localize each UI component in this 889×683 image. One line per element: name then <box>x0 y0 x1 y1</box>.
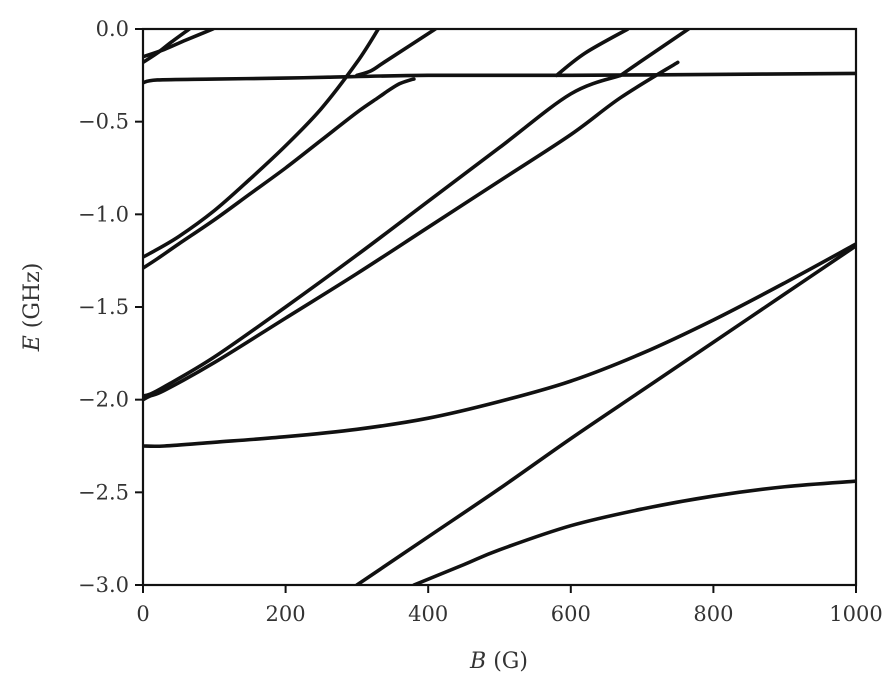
x-tick-label: 1000 <box>829 602 882 626</box>
energy-level-line-2 <box>143 29 192 65</box>
y-axis-ticks: 0.0 −0.5 −1.0 −1.5 −2.0 −2.5 −3.0 <box>78 17 143 597</box>
x-tick-label: 600 <box>551 602 591 626</box>
energy-level-line-8 <box>143 60 680 402</box>
y-tick-label: −2.5 <box>78 480 129 504</box>
x-tick-label: 0 <box>136 602 149 626</box>
y-tick-label: −1.0 <box>78 202 129 226</box>
energy-level-line-10 <box>618 29 691 78</box>
energy-level-line-4 <box>355 29 438 78</box>
y-tick-label: 0.0 <box>96 17 129 41</box>
y-tick-label: −0.5 <box>78 110 129 134</box>
energy-level-line-3 <box>143 71 856 85</box>
y-tick-label: −2.0 <box>78 388 129 412</box>
x-tick-label: 200 <box>266 602 306 626</box>
plot-frame <box>141 27 858 587</box>
energy-level-line-11 <box>143 242 856 449</box>
energy-level-line-5 <box>143 29 381 259</box>
energy-level-line-7 <box>143 73 623 398</box>
x-axis-ticks: 0 200 400 600 800 1000 <box>136 585 883 626</box>
y-axis-label: E (GHz) <box>20 263 45 353</box>
series-layer <box>143 29 856 585</box>
energy-level-line-12 <box>355 244 856 585</box>
energy-level-line-9 <box>554 29 630 78</box>
energy-level-line-13 <box>412 479 856 585</box>
energy-level-line-6 <box>143 77 416 270</box>
y-tick-label: −1.5 <box>78 295 129 319</box>
x-tick-label: 800 <box>693 602 733 626</box>
x-tick-label: 400 <box>408 602 448 626</box>
y-tick-label: −3.0 <box>78 573 129 597</box>
energy-level-line-1 <box>143 29 215 59</box>
x-axis-label: B (G) <box>469 649 528 674</box>
